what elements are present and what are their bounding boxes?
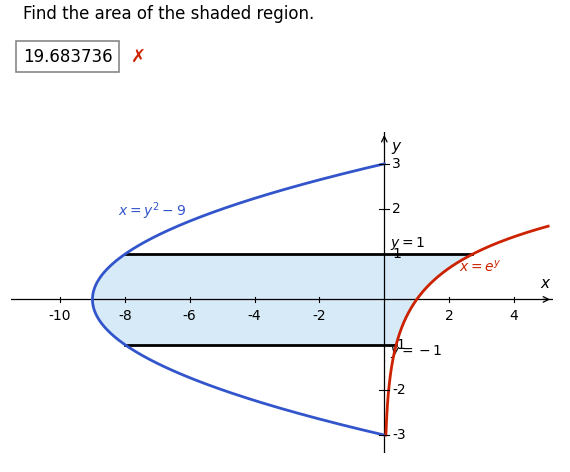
Text: 19.683736: 19.683736	[23, 48, 112, 66]
Text: $x = y^2 - 9$: $x = y^2 - 9$	[119, 200, 186, 222]
Text: $y = -1$: $y = -1$	[390, 343, 442, 360]
Text: -2: -2	[312, 309, 326, 323]
Text: x: x	[541, 276, 549, 291]
Text: 4: 4	[510, 309, 518, 323]
Text: Find the area of the shaded region.: Find the area of the shaded region.	[23, 5, 314, 23]
Text: -6: -6	[183, 309, 197, 323]
Text: y: y	[392, 139, 400, 154]
Text: 3: 3	[392, 157, 401, 171]
Text: 1: 1	[392, 247, 401, 261]
Text: -4: -4	[248, 309, 262, 323]
Text: -3: -3	[392, 428, 406, 442]
Text: ✗: ✗	[131, 48, 146, 66]
Text: $x = e^y$: $x = e^y$	[459, 258, 502, 274]
Text: 2: 2	[445, 309, 454, 323]
Text: 2: 2	[392, 202, 401, 216]
Text: -2: -2	[392, 383, 406, 397]
Text: -1: -1	[392, 337, 406, 352]
Text: -10: -10	[49, 309, 71, 323]
Text: $y = 1$: $y = 1$	[390, 236, 425, 253]
Text: -8: -8	[118, 309, 132, 323]
